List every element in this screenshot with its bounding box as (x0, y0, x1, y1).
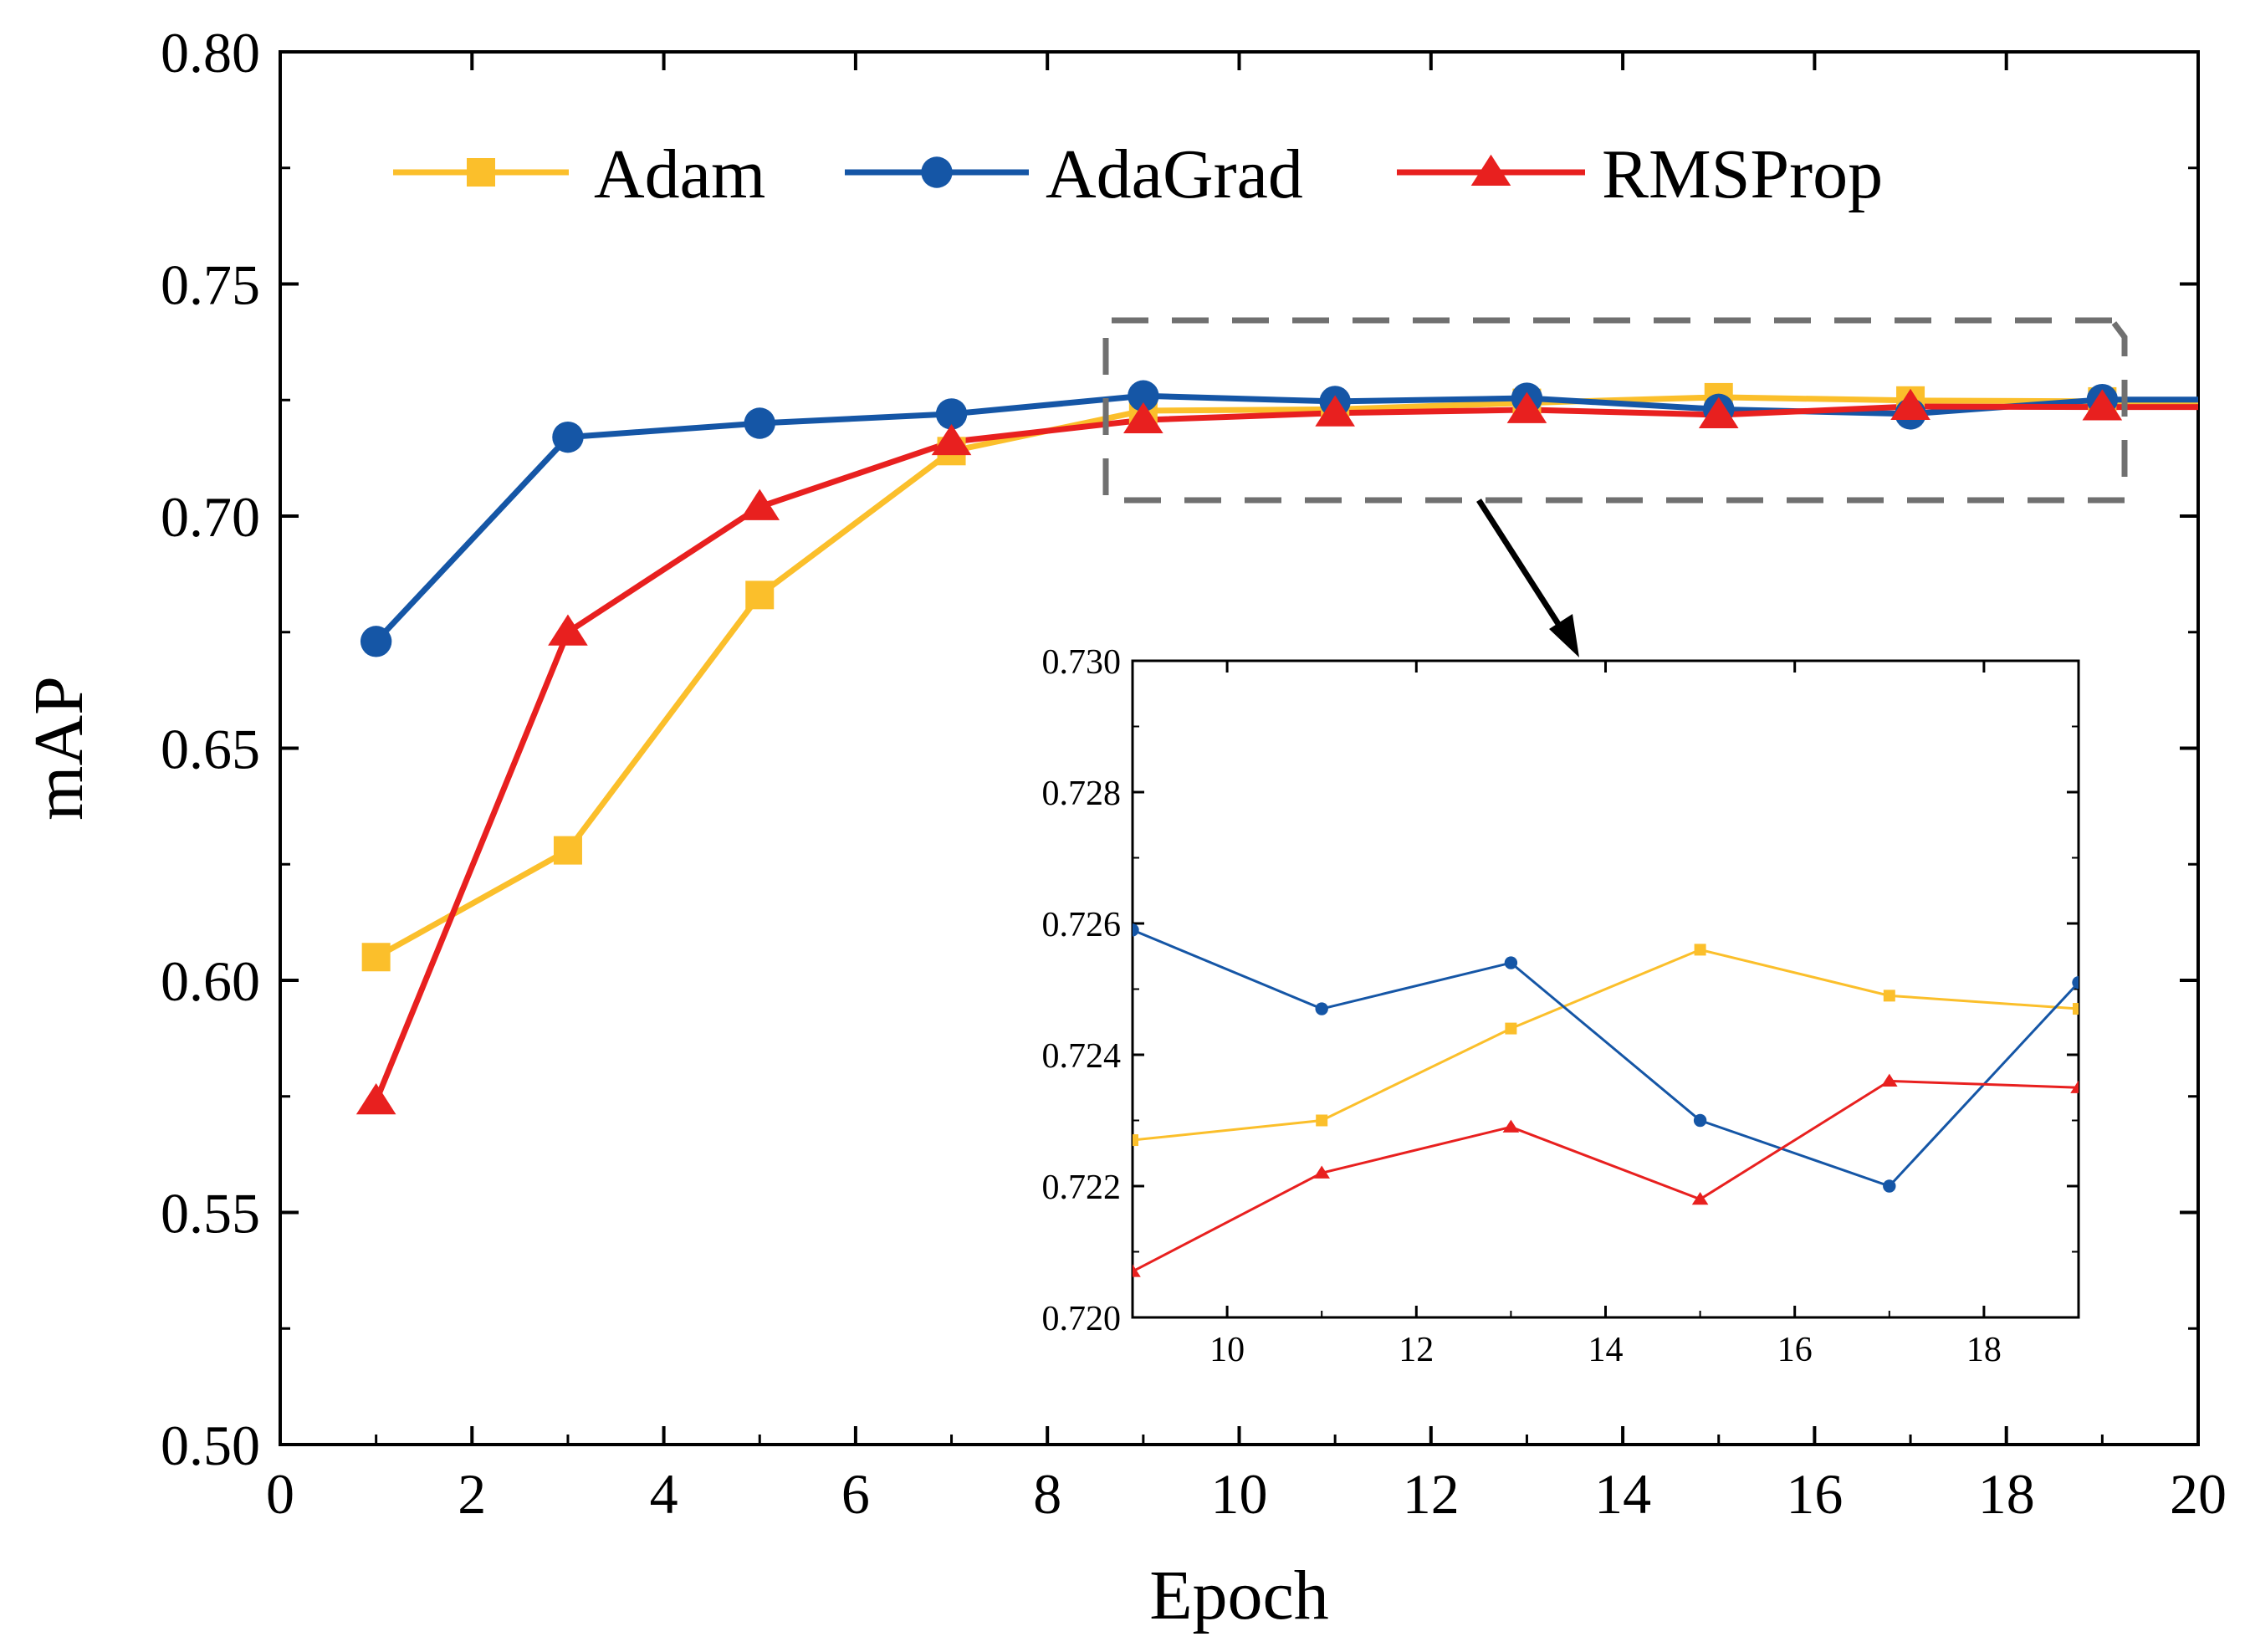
main-x-tick-label: 8 (1033, 1462, 1061, 1526)
main-y-axis-title: mAP (20, 676, 98, 821)
zoom-arrow-head (1549, 614, 1579, 657)
main-x-tick-label: 14 (1594, 1462, 1651, 1526)
legend-label-adam: Adam (594, 136, 765, 213)
main-point-adagrad (744, 407, 775, 439)
inset-point-rmsprop (1133, 1264, 1141, 1277)
legend-label-rmsprop: RMSProp (1602, 136, 1883, 213)
legend-marker-adagrad (921, 156, 953, 188)
inset-y-tick-label: 0.722 (1042, 1169, 1122, 1207)
inset-point-adagrad (1504, 956, 1518, 969)
inset-point-rmsprop (1313, 1165, 1330, 1179)
inset-series-group (1133, 923, 2079, 1277)
inset-y-tick-label: 0.726 (1042, 906, 1122, 944)
inset-series-line-adagrad (1133, 928, 2079, 1188)
inset-y-axis: 0.720 0.722 0.724 0.726 0.728 0.730 (1042, 643, 2079, 1338)
main-x-tick-label: 2 (458, 1462, 486, 1526)
zoom-indicator (1102, 317, 2128, 657)
inset-plot: 10 12 14 16 18 0.720 0.722 0.724 0.726 0.728 0.730 (1042, 643, 2080, 1369)
main-point-adam (745, 581, 775, 610)
inset-point-adagrad (2072, 975, 2079, 990)
main-point-rmsprop (1123, 401, 1163, 434)
inset-point-adagrad (1315, 1002, 1328, 1015)
main-point-rmsprop (355, 1083, 396, 1115)
main-point-rmsprop (1506, 391, 1547, 423)
main-x-tick-label: 0 (266, 1462, 294, 1526)
main-y-axis: 0.50 0.55 0.60 0.65 0.70 0.75 0.80 (161, 21, 2198, 1477)
inset-x-axis: 10 12 14 16 18 (1132, 661, 2079, 1369)
main-x-axis-title: Epoch (1149, 1557, 1329, 1634)
main-x-tick-label: 10 (1211, 1462, 1268, 1526)
legend-label-adagrad: AdaGrad (1046, 136, 1303, 213)
inset-point-adam (1133, 1134, 1138, 1147)
inset-x-tick-label: 10 (1209, 1331, 1245, 1369)
main-point-rmsprop (1315, 395, 1355, 427)
main-point-adagrad (360, 626, 392, 657)
zoom-box (1102, 317, 2128, 504)
inset-y-tick-label: 0.730 (1042, 643, 1122, 682)
main-point-adam (361, 943, 391, 972)
main-point-rmsprop (931, 423, 972, 456)
inset-point-adagrad (1693, 1113, 1707, 1128)
main-point-rmsprop (1890, 388, 1930, 420)
legend-item-adam: Adam (393, 136, 765, 213)
main-point-rmsprop (548, 614, 588, 646)
main-x-axis: 0 2 4 6 8 10 12 14 16 18 20 (266, 52, 2227, 1526)
inset-y-tick-label: 0.728 (1042, 775, 1122, 813)
main-y-tick-label: 0.55 (161, 1182, 260, 1245)
legend-item-rmsprop: RMSProp (1397, 136, 1883, 213)
inset-point-rmsprop (2070, 1080, 2079, 1093)
main-x-tick-label: 20 (2170, 1462, 2227, 1526)
main-y-tick-label: 0.50 (161, 1414, 260, 1477)
main-plot: 0 2 4 6 8 10 12 14 16 18 20 0.50 0.55 0.60 0.65 0.70 0.7… (20, 21, 2227, 1634)
main-x-tick-label: 6 (841, 1462, 870, 1526)
inset-point-adagrad (1883, 1179, 1896, 1193)
main-y-tick-label: 0.70 (161, 485, 260, 549)
main-series-line-adagrad (374, 392, 2198, 644)
inset-y-tick-label: 0.720 (1042, 1300, 1122, 1338)
main-point-adagrad (935, 398, 968, 430)
legend: Adam AdaGrad RMSProp (393, 136, 1883, 213)
inset-point-adam (2073, 1003, 2079, 1015)
main-x-tick-label: 12 (1403, 1462, 1460, 1526)
inset-point-rmsprop (1502, 1119, 1520, 1133)
inset-point-adam (1316, 1114, 1328, 1127)
main-y-tick-label: 0.75 (161, 253, 260, 317)
inset-x-tick-label: 12 (1399, 1331, 1434, 1369)
legend-marker-adam (467, 158, 495, 187)
inset-y-tick-label: 0.724 (1042, 1037, 1122, 1076)
inset-point-adam (1694, 944, 1706, 956)
main-point-rmsprop (1698, 396, 1739, 428)
inset-series-line-adam (1133, 948, 2079, 1142)
inset-x-tick-label: 16 (1777, 1331, 1813, 1369)
inset-point-adam (1505, 1022, 1517, 1035)
legend-item-adagrad: AdaGrad (845, 136, 1303, 213)
main-y-tick-label: 0.65 (161, 718, 260, 781)
main-x-tick-label: 18 (1978, 1462, 2035, 1526)
legend-marker-rmsprop (1470, 154, 1511, 186)
main-x-tick-label: 4 (650, 1462, 678, 1526)
main-point-adagrad (1128, 380, 1159, 412)
main-y-tick-label: 0.60 (161, 949, 260, 1013)
main-point-adam (553, 836, 582, 865)
inset-series-line-rmsprop (1133, 1079, 2079, 1273)
main-point-rmsprop (739, 488, 780, 520)
zoom-arrow-shaft (1476, 499, 1568, 637)
inset-point-adagrad (1133, 923, 1139, 937)
main-y-tick-label: 0.80 (161, 21, 260, 84)
main-point-adagrad (552, 421, 584, 453)
main-x-tick-label: 16 (1786, 1462, 1843, 1526)
inset-x-tick-label: 14 (1588, 1331, 1624, 1369)
inset-point-adam (1883, 990, 1895, 1002)
inset-x-tick-label: 18 (1966, 1331, 2002, 1369)
main-point-rmsprop (2082, 389, 2123, 421)
inset-point-rmsprop (1881, 1073, 1898, 1087)
inset-point-rmsprop (1691, 1191, 1709, 1205)
main-series-group (355, 380, 2198, 1115)
